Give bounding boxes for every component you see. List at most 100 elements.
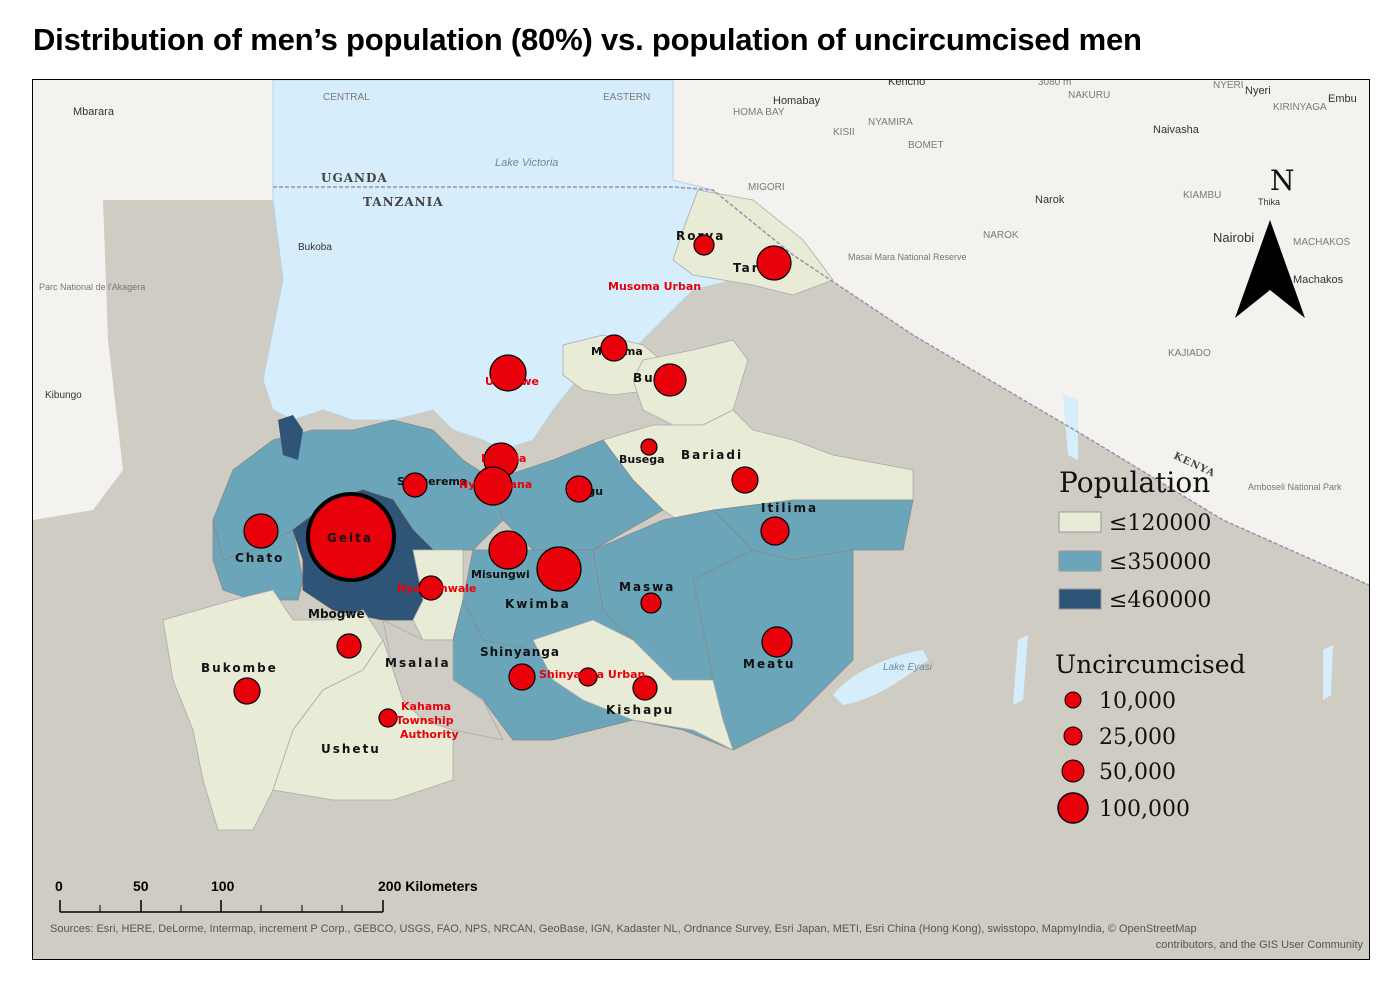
legend: Population ≤120000 ≤350000 ≤460000 Uncir… (1055, 466, 1246, 824)
north-arrow: N (1235, 164, 1305, 318)
label-msalala: Msalala (385, 656, 451, 670)
place-akagera: Parc National de l'Akagera (39, 282, 145, 292)
bubble-tarime[interactable] (756, 245, 792, 281)
bubble-kahama[interactable] (378, 708, 398, 728)
place-homabay: Homabay (773, 95, 821, 107)
place-machakos: Machakos (1293, 274, 1344, 286)
north-arrow-shape (1235, 220, 1305, 318)
label-itilima: Itilima (761, 501, 818, 515)
label-kishapu: Kishapu (606, 703, 674, 717)
kahama-line-3: Authority (400, 728, 459, 741)
credits-line-2: contributors, and the GIS User Community (1156, 939, 1364, 951)
bubble-chato[interactable] (243, 513, 279, 549)
label-nyamagana: Nyamagana (459, 478, 532, 491)
label-geita-top: Geita (327, 531, 373, 545)
district-small-high[interactable] (278, 415, 303, 460)
bubble-nyanghwale[interactable] (418, 575, 444, 601)
label-mbogwe: Mbogwe (308, 607, 365, 621)
legend-swatch-mid (1058, 550, 1102, 572)
bubble-geita[interactable] (306, 492, 396, 582)
legend-swatch-high (1058, 588, 1102, 610)
legend-bubble-50000 (1061, 759, 1085, 783)
region-label-kirinyaga: KIRINYAGA (1273, 102, 1327, 113)
scale-tick-0: 0 (55, 878, 63, 894)
kahama-line-1: Kahama (401, 700, 451, 713)
legend-uncircumcised-title: Uncircumcised (1055, 650, 1246, 679)
label-bukombe: Bukombe (201, 661, 278, 675)
bubble-bunda[interactable] (653, 363, 687, 397)
region-label-bomet: BOMET (908, 140, 944, 151)
kahama-line-2: Township (396, 714, 454, 727)
legend-size-10000: 10,000 (1099, 689, 1176, 714)
bubble-musoma[interactable] (600, 334, 628, 362)
credits-line-1: Sources: Esri, HERE, DeLorme, Intermap, … (50, 923, 1197, 935)
region-label-narok: NAROK (983, 230, 1019, 241)
map-canvas[interactable]: CENTRAL EASTERN MIGORI KISII NYAMIRA BOM… (33, 80, 1369, 959)
legend-bubble-100000 (1057, 792, 1089, 824)
bubble-sengerema[interactable] (402, 472, 428, 498)
bubble-busega[interactable] (640, 438, 658, 456)
legend-size-50000: 50,000 (1099, 760, 1176, 785)
region-label-nyeri: NYERI (1213, 80, 1244, 91)
scale-tick-200: 200 Kilometers (378, 878, 478, 894)
legend-swatch-low (1058, 511, 1102, 533)
bubble-layer (233, 234, 793, 728)
legend-size-100000: 100,000 (1099, 797, 1190, 822)
bubble-mbogwe[interactable] (336, 633, 362, 659)
label-chato: Chato (235, 551, 284, 565)
place-kericho: Kericho (888, 80, 925, 88)
place-lake-eyasi: Lake Eyasi (883, 662, 933, 673)
place-nyeri: Nyeri (1245, 85, 1271, 97)
bubble-magu[interactable] (565, 475, 593, 503)
bubble-maswa[interactable] (640, 592, 662, 614)
bubble-itilima[interactable] (760, 516, 790, 546)
place-nairobi: Nairobi (1213, 230, 1254, 245)
legend-bubble-10000 (1064, 691, 1082, 709)
north-arrow-letter: N (1270, 164, 1295, 197)
label-shinyanga-urban: Shinyanga Urban (539, 668, 645, 681)
country-tanzania: TANZANIA (363, 195, 444, 209)
place-bukoba: Bukoba (298, 242, 332, 253)
bubble-misungwi[interactable] (488, 530, 528, 570)
scale-tick-50: 50 (133, 878, 149, 894)
lake-eyasi (833, 650, 928, 705)
bubble-bariadi[interactable] (731, 466, 759, 494)
place-kibungo: Kibungo (45, 390, 82, 401)
bubble-kishapu[interactable] (632, 675, 658, 701)
tanzania-land-east (733, 255, 1369, 959)
country-uganda: UGANDA (321, 171, 388, 185)
region-label-eastern: EASTERN (603, 92, 650, 103)
legend-class-mid: ≤350000 (1109, 550, 1211, 575)
map-frame[interactable]: CENTRAL EASTERN MIGORI KISII NYAMIRA BOM… (32, 79, 1370, 960)
bubble-kwimba[interactable] (536, 546, 582, 592)
rwanda-land (33, 200, 123, 520)
legend-class-high: ≤460000 (1109, 588, 1211, 613)
lake-small-2 (1323, 645, 1333, 700)
district-rorya-tarime[interactable] (672, 189, 834, 296)
region-label-kisii: KISII (833, 127, 855, 138)
legend-size-25000: 25,000 (1099, 725, 1176, 750)
district-msalala[interactable] (382, 619, 504, 741)
bubble-nyamagana[interactable] (473, 466, 513, 506)
region-label-central: CENTRAL (323, 92, 370, 103)
bubble-shinyanga-urban[interactable] (578, 667, 598, 687)
bubble-shinyanga[interactable] (508, 663, 536, 691)
uganda-land (33, 80, 293, 200)
label-musoma-urban: Musoma Urban (608, 280, 701, 293)
place-naivasha: Naivasha (1153, 124, 1200, 136)
region-label-kajiado: KAJIADO (1168, 348, 1211, 359)
bubble-ukerewe[interactable] (489, 354, 527, 392)
kenya-land (673, 80, 1369, 585)
bubble-meatu[interactable] (761, 626, 793, 658)
legend-bubble-25000 (1063, 726, 1083, 746)
label-maswa: Maswa (619, 580, 675, 594)
region-label-nyamira: NYAMIRA (868, 117, 913, 128)
bubble-bukombe[interactable] (233, 677, 261, 705)
label-ushetu: Ushetu (321, 742, 381, 756)
district-chato[interactable] (212, 519, 304, 601)
label-kwimba: Kwimba (505, 597, 571, 611)
place-amboseli: Amboseli National Park (1248, 482, 1342, 492)
legend-population-title: Population (1059, 466, 1210, 499)
bubble-rorya[interactable] (693, 234, 715, 256)
region-label-machakos: MACHAKOS (1293, 237, 1351, 248)
